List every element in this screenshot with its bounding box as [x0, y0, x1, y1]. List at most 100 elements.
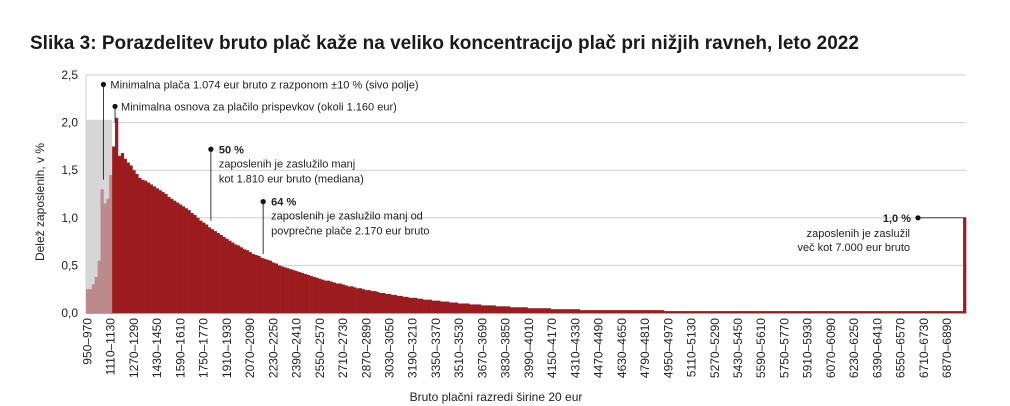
bar — [483, 305, 488, 313]
x-tick-label: 4950–4970 — [661, 318, 675, 378]
bar — [565, 309, 569, 313]
bar — [161, 192, 165, 313]
chart-title: Slika 3: Porazdelitev bruto plač kaže na… — [30, 33, 859, 54]
bar — [405, 296, 409, 313]
bar — [350, 286, 354, 313]
bar — [245, 250, 249, 313]
bar — [547, 308, 551, 313]
y-tick-label: 1,0 — [61, 211, 78, 225]
x-tick-label: 3350–3370 — [429, 318, 443, 378]
bar — [745, 311, 749, 313]
bar — [338, 283, 342, 313]
bar — [571, 309, 575, 313]
bar — [495, 306, 499, 313]
bar — [701, 311, 705, 313]
annotations: Minimalna plača 1.074 eur bruto z razpon… — [100, 80, 966, 254]
bar — [957, 311, 961, 313]
x-tick-label: 4630–4650 — [615, 318, 629, 378]
bar — [722, 311, 726, 313]
bar — [762, 311, 766, 313]
y-tick-label: 1,5 — [61, 163, 78, 177]
bar — [373, 291, 377, 313]
bar — [498, 306, 502, 313]
bar — [533, 308, 537, 313]
x-tick-label: 3190–3210 — [406, 318, 420, 378]
bar — [611, 310, 615, 313]
bar — [303, 273, 308, 313]
bar — [550, 309, 554, 313]
bar — [704, 311, 708, 313]
x-tick-label: 6070–6090 — [824, 318, 838, 378]
bar — [199, 220, 203, 313]
y-axis-label: Delež zaposlenih, v % — [33, 143, 47, 261]
bar — [315, 277, 319, 313]
bar — [716, 311, 720, 313]
bar — [248, 252, 252, 313]
bar — [541, 308, 546, 313]
bar — [742, 311, 746, 313]
bar — [617, 310, 621, 313]
bar — [556, 309, 560, 313]
bar — [710, 311, 714, 313]
bar — [591, 310, 595, 313]
bar — [594, 310, 598, 313]
bar — [283, 267, 287, 313]
x-tick-label: 5910–5930 — [801, 318, 815, 378]
bar — [94, 276, 98, 313]
x-tick-label: 1110–1130 — [104, 318, 118, 376]
x-tick-label: 2230–2250 — [266, 318, 280, 378]
x-tick-label: 1590–1610 — [173, 318, 187, 378]
bar — [463, 303, 467, 313]
bar — [428, 299, 432, 313]
bar — [899, 311, 903, 313]
bar — [443, 301, 447, 313]
bar — [469, 304, 473, 313]
bar — [158, 190, 162, 313]
bar — [823, 311, 827, 313]
bar — [376, 292, 380, 313]
bar — [602, 310, 607, 313]
bar — [210, 229, 215, 313]
bar — [655, 310, 659, 313]
bar — [123, 158, 127, 313]
bar — [152, 186, 157, 313]
bar — [202, 222, 206, 313]
x-tick-label: 6550–6570 — [894, 318, 908, 378]
bar — [341, 284, 345, 313]
bar — [213, 231, 217, 313]
bar — [605, 310, 610, 313]
annotation-text: zaposlenih je zaslužil — [807, 228, 910, 240]
bar — [788, 311, 793, 313]
bar — [907, 311, 912, 313]
bar — [257, 255, 261, 313]
bar — [417, 298, 421, 313]
bar — [826, 311, 830, 313]
bar — [809, 311, 813, 313]
bar — [190, 213, 194, 313]
bar — [736, 311, 740, 313]
bar — [623, 310, 627, 313]
annotation-text: 1,0 % — [883, 213, 911, 225]
annotation-text: 50 % — [219, 144, 244, 156]
y-tick-label: 2,0 — [61, 116, 78, 130]
bar — [849, 311, 854, 313]
bar — [739, 311, 743, 313]
x-tick-label: 5750–5770 — [777, 318, 791, 378]
bar — [783, 311, 787, 313]
annotation-dot — [208, 146, 214, 152]
bar — [196, 217, 200, 313]
x-tick-label: 1270–1290 — [127, 318, 141, 378]
bar — [777, 311, 781, 313]
bar — [530, 308, 534, 313]
bar — [675, 311, 679, 313]
bar — [913, 311, 917, 313]
bar — [289, 269, 293, 313]
bar — [544, 308, 549, 313]
bar — [780, 311, 784, 313]
bar — [335, 283, 339, 313]
x-tick-label: 2870–2890 — [359, 318, 373, 378]
bar — [614, 310, 618, 313]
bar — [814, 311, 819, 313]
bar — [286, 268, 290, 313]
bar — [559, 309, 563, 313]
